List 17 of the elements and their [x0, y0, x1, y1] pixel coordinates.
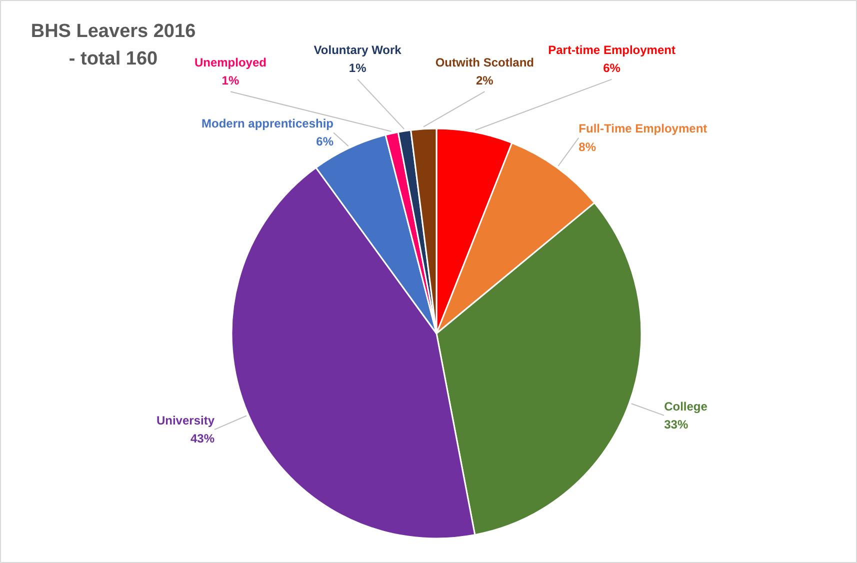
slice-label: Outwith Scotland [435, 55, 534, 70]
slice-label: University [156, 413, 215, 428]
data-label: 43% [190, 432, 215, 446]
data-label: 8% [578, 140, 596, 154]
data-label: 1% [348, 61, 367, 76]
chart-title: BHS Leavers 2016 - total 160 [30, 21, 196, 70]
data-label: 6% [316, 134, 334, 149]
slice-label: College [664, 399, 708, 414]
data-label: 33% [664, 418, 688, 432]
slice-label: Unemployed [194, 55, 266, 70]
data-label: 1% [222, 74, 240, 88]
slice-label: Modern apprenticeship [201, 116, 334, 130]
slice-label: Voluntary Work [314, 43, 402, 57]
data-label: 2% [476, 74, 494, 88]
data-label: 6% [603, 61, 621, 76]
slice-label: Full-Time Employment [578, 122, 708, 136]
slice-label: Part-time Employment [548, 43, 676, 57]
